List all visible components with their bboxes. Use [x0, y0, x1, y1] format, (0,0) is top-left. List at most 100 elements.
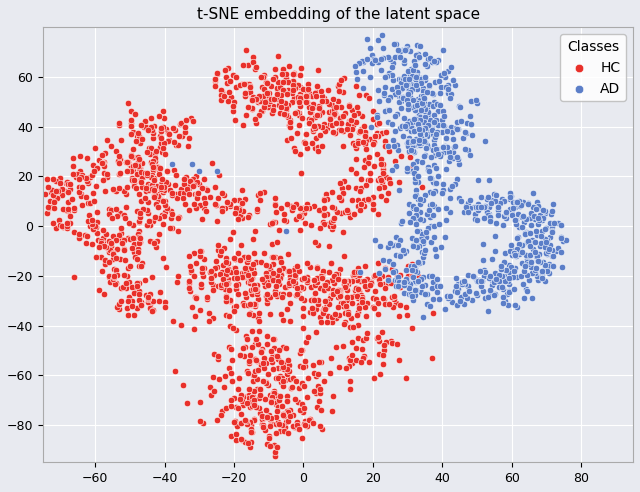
AD [404, 282, 415, 290]
AD [540, 207, 550, 215]
HC [184, 284, 194, 292]
HC [245, 279, 255, 287]
HC [372, 132, 383, 140]
HC [273, 374, 284, 382]
AD [544, 260, 554, 268]
HC [184, 184, 194, 191]
AD [402, 139, 412, 147]
AD [424, 206, 434, 214]
HC [261, 269, 271, 277]
AD [355, 268, 365, 276]
HC [267, 353, 277, 361]
AD [499, 197, 509, 205]
HC [307, 104, 317, 112]
HC [212, 70, 222, 78]
HC [193, 189, 203, 197]
AD [477, 256, 488, 264]
HC [152, 196, 163, 204]
HC [278, 343, 288, 351]
HC [294, 109, 304, 117]
AD [495, 278, 506, 286]
AD [519, 218, 529, 226]
HC [196, 280, 207, 288]
HC [104, 248, 114, 256]
HC [277, 65, 287, 73]
HC [389, 292, 399, 300]
HC [328, 290, 339, 298]
HC [392, 340, 402, 348]
HC [143, 293, 153, 301]
HC [295, 93, 305, 101]
HC [285, 123, 296, 131]
HC [299, 420, 309, 428]
HC [298, 312, 308, 320]
HC [236, 241, 246, 249]
HC [86, 240, 97, 248]
HC [236, 410, 246, 418]
HC [227, 71, 237, 79]
HC [116, 224, 126, 232]
HC [300, 139, 310, 147]
HC [265, 422, 275, 430]
AD [413, 172, 424, 180]
HC [361, 181, 371, 189]
AD [390, 127, 401, 135]
AD [532, 220, 543, 228]
HC [285, 317, 296, 325]
HC [111, 279, 122, 287]
HC [314, 206, 324, 214]
AD [538, 274, 548, 282]
HC [61, 224, 72, 232]
HC [269, 273, 279, 281]
HC [251, 119, 261, 127]
AD [484, 215, 495, 223]
HC [320, 127, 330, 135]
AD [534, 250, 545, 258]
AD [518, 280, 529, 288]
HC [326, 291, 336, 299]
HC [93, 156, 104, 164]
HC [355, 124, 365, 132]
Legend: HC, AD: HC, AD [560, 34, 626, 101]
AD [380, 90, 390, 97]
AD [460, 279, 470, 287]
HC [178, 381, 188, 389]
HC [268, 75, 278, 83]
HC [317, 309, 328, 317]
HC [178, 194, 188, 202]
HC [322, 211, 332, 218]
AD [511, 220, 521, 228]
AD [415, 234, 426, 242]
HC [395, 278, 405, 286]
HC [54, 221, 65, 229]
HC [157, 148, 167, 156]
HC [104, 273, 115, 281]
HC [362, 329, 372, 337]
HC [235, 211, 245, 219]
AD [502, 290, 512, 298]
AD [532, 257, 543, 265]
AD [426, 54, 436, 62]
AD [435, 101, 445, 109]
HC [109, 265, 119, 273]
HC [133, 246, 143, 254]
AD [504, 261, 514, 269]
HC [271, 391, 281, 399]
AD [423, 122, 433, 129]
AD [413, 259, 424, 267]
AD [401, 247, 411, 255]
HC [268, 260, 278, 268]
HC [335, 180, 346, 187]
AD [510, 301, 520, 309]
AD [504, 288, 515, 296]
AD [509, 267, 520, 275]
HC [241, 268, 251, 276]
HC [298, 274, 308, 282]
AD [470, 210, 480, 217]
AD [406, 80, 417, 88]
HC [379, 295, 389, 303]
HC [148, 157, 158, 165]
HC [145, 305, 156, 312]
AD [538, 214, 548, 221]
AD [431, 145, 441, 153]
